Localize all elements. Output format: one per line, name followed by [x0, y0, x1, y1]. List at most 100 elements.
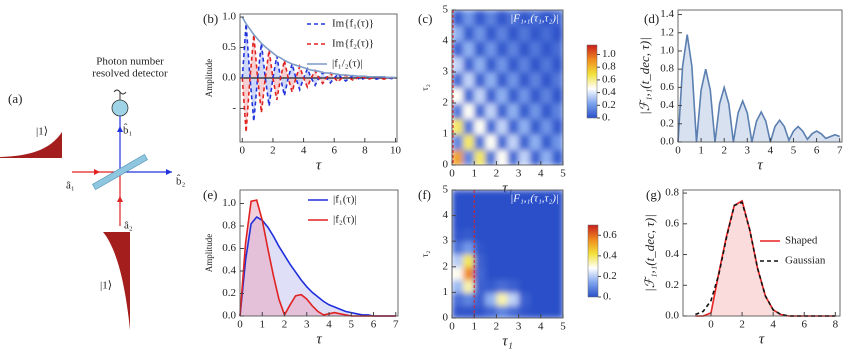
- heatmap-cells: [452, 10, 563, 165]
- heatmap-cell: [474, 190, 486, 204]
- heatmap-cell: [474, 149, 486, 165]
- y-tick-label: 4: [443, 35, 449, 47]
- plot-frame: [677, 9, 843, 143]
- heatmap-cell: [540, 241, 553, 255]
- heatmap-cell: [485, 87, 497, 104]
- heatmap-cell: [463, 25, 475, 42]
- heatmap-cell: [474, 118, 486, 135]
- heatmap-cell: [551, 87, 563, 104]
- heatmap-cell: [518, 215, 531, 229]
- plot-frame: [239, 189, 399, 317]
- heatmap-cell: [540, 266, 553, 281]
- heatmap-cell: [485, 228, 497, 242]
- heatmap-cell: [507, 72, 520, 89]
- heatmap-cell: [507, 241, 520, 255]
- heatmap-cell: [474, 41, 486, 58]
- heatmap-title: |F₁,₁(τ₁,τ₂)|: [510, 193, 559, 205]
- heatmap-cell: [518, 134, 531, 151]
- arrow: [166, 169, 172, 175]
- heatmap-cell: [474, 72, 486, 89]
- heatmap-cell: [496, 254, 509, 268]
- plot-frame: [451, 9, 564, 166]
- heatmap-cell: [518, 266, 531, 281]
- heatmap-cell: [496, 10, 509, 27]
- heatmap-cell: [518, 103, 531, 120]
- colorbar-tick-label: 0.2: [602, 99, 616, 111]
- heatmap-cell: [551, 134, 563, 151]
- heatmap-cell: [518, 279, 531, 293]
- y-tick-label: 1.2: [660, 26, 674, 38]
- heatmap-cell: [529, 305, 542, 318]
- heatmap-cell: [518, 72, 531, 89]
- heatmap-cell: [463, 279, 475, 293]
- heatmap-cell: [540, 10, 553, 27]
- heatmap-cell: [463, 87, 475, 104]
- diagram: (a) Photon number resolved detector |1⟩ …: [0, 56, 186, 330]
- heatmap-cell: [485, 149, 497, 165]
- y-tick-label: 0.4: [222, 265, 236, 277]
- heatmap-cell: [529, 134, 542, 151]
- arrow: [94, 169, 100, 175]
- legend-label: |f₁/₂(τ)|: [332, 58, 363, 70]
- heatmap-cell: [529, 241, 542, 255]
- x-tick-label: 4: [326, 319, 332, 331]
- heatmap-cell: [496, 87, 509, 104]
- plot-frame: [682, 189, 841, 317]
- heatmap-cell: [474, 305, 486, 318]
- detector: [111, 99, 129, 117]
- x-tick-label: 7: [837, 145, 843, 157]
- x-tick-label: 2: [282, 319, 288, 331]
- x-tick-label: 2: [494, 321, 500, 333]
- x-axis-label: τ: [759, 331, 765, 347]
- heatmap-cell: [551, 241, 563, 255]
- y-tick-label: 0.4: [660, 99, 674, 111]
- colorbar: [586, 44, 598, 119]
- heatmap-cell: [518, 254, 531, 268]
- x-tick-label: 3: [304, 319, 310, 331]
- heatmap-cell: [485, 279, 497, 293]
- panel-label: (d): [644, 11, 659, 26]
- heatmap-cell: [474, 202, 486, 217]
- heatmap-cell: [463, 292, 475, 306]
- heatmap: [452, 10, 563, 165]
- heatmap-cell: [540, 202, 553, 217]
- line: [241, 34, 396, 133]
- heatmap-cell: [452, 118, 464, 135]
- heatmap-cell: [529, 202, 542, 217]
- heatmap-cell: [463, 10, 475, 27]
- heatmap-cell: [474, 241, 486, 255]
- heatmap-cell: [540, 118, 553, 135]
- legend-label: |f₁(τ)|: [333, 194, 357, 206]
- heatmap-cell: [518, 149, 531, 165]
- heatmap-cell: [485, 215, 497, 229]
- y-tick-label: 0.8: [222, 220, 236, 232]
- heatmap-cell: [507, 279, 520, 293]
- colorbar-tick-label: 0.: [602, 112, 611, 124]
- heatmap-cell: [496, 215, 509, 229]
- heatmap-cell: [529, 228, 542, 242]
- heatmap-cell: [551, 305, 563, 318]
- heatmap-cell: [463, 215, 475, 229]
- heatmap-cell: [540, 279, 553, 293]
- x-tick-label: 1: [698, 145, 704, 157]
- heatmap-cell: [551, 10, 563, 27]
- heatmap-cell: [452, 292, 464, 306]
- heatmap-cell: [452, 305, 464, 318]
- heatmap-cell: [463, 305, 475, 318]
- heatmap-cell: [496, 305, 509, 318]
- heatmap-cell: [551, 228, 563, 242]
- heatmap-cell: [518, 87, 531, 104]
- x-tick-label: 2: [494, 168, 500, 180]
- heatmap-cell: [518, 305, 531, 318]
- x-tick-label: 5: [349, 319, 355, 331]
- legend-label: Im{f₁(τ)}: [332, 18, 374, 30]
- heatmap-cell: [529, 149, 542, 165]
- heatmap-cell: [551, 292, 563, 306]
- heatmap-cell: [529, 56, 542, 73]
- x-tick-label: 2: [270, 145, 276, 157]
- y-tick-label: 0.6: [665, 217, 679, 229]
- heatmap-cell: [540, 190, 553, 204]
- heatmap-cell: [507, 118, 520, 135]
- heatmap-cell: [474, 228, 486, 242]
- heatmap-cell: [507, 215, 520, 229]
